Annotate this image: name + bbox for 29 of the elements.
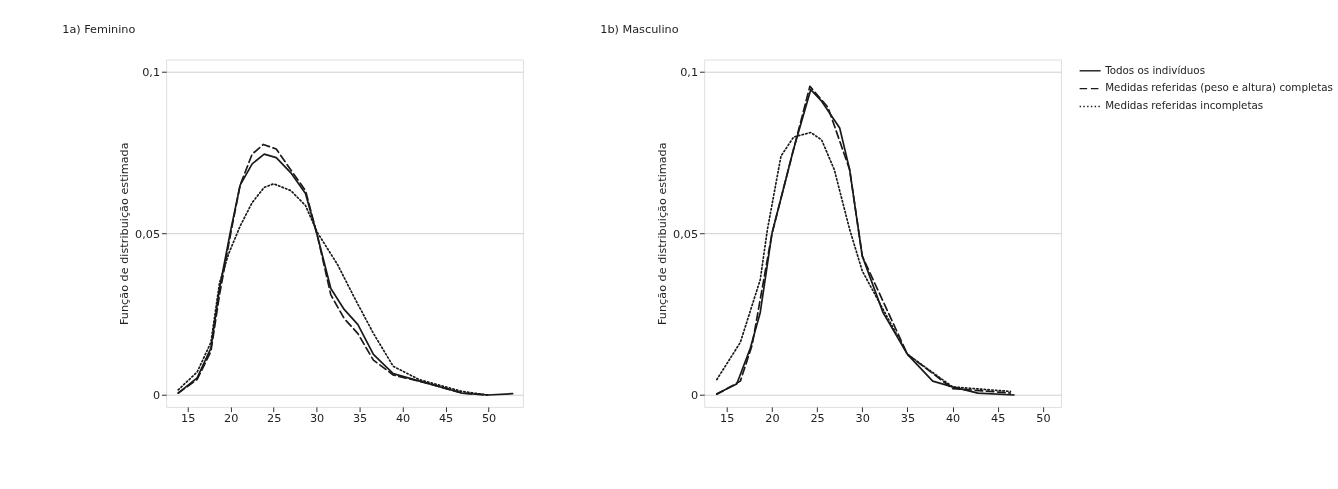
x-tick-label: 30 [309,412,325,426]
x-tick-label: 50 [481,412,497,426]
x-tick-label: 45 [438,412,454,426]
x-tick-label: 20 [223,412,239,426]
legend-label: Todos os indivíduos [1104,63,1206,76]
x-tick-label: 40 [945,412,961,426]
x-tick-label: 35 [900,412,916,426]
legend-label: Medidas referidas (peso e altura) completas [1105,81,1333,94]
y-tick-label: 0,1 [142,66,161,80]
y-axis-title: Função de distribuição estimada [656,142,670,326]
y-tick-label: 0,1 [680,66,699,80]
x-tick-label: 15 [180,412,196,426]
y-tick-label: 0 [152,389,161,403]
x-tick-label: 30 [855,412,870,426]
y-tick-label: 0,05 [673,227,699,241]
x-tick-label: 25 [810,412,825,426]
y-axis-title: Função de distribuição estimada [118,142,132,326]
x-tick-label: 40 [395,412,411,426]
y-tick-label: 0,05 [135,227,161,241]
y-tick-label: 0 [690,389,699,403]
x-tick-label: 25 [266,412,282,426]
x-tick-label: 15 [720,412,735,426]
x-tick-label: 20 [765,412,780,426]
x-tick-label: 45 [991,412,1006,426]
x-tick-label: 35 [352,412,368,426]
x-tick-label: 50 [1036,412,1051,426]
chart-title: 1b) Masculino [600,23,679,37]
legend-label: Medidas referidas incompletas [1105,99,1264,112]
chart-title: 1a) Feminino [62,23,136,37]
